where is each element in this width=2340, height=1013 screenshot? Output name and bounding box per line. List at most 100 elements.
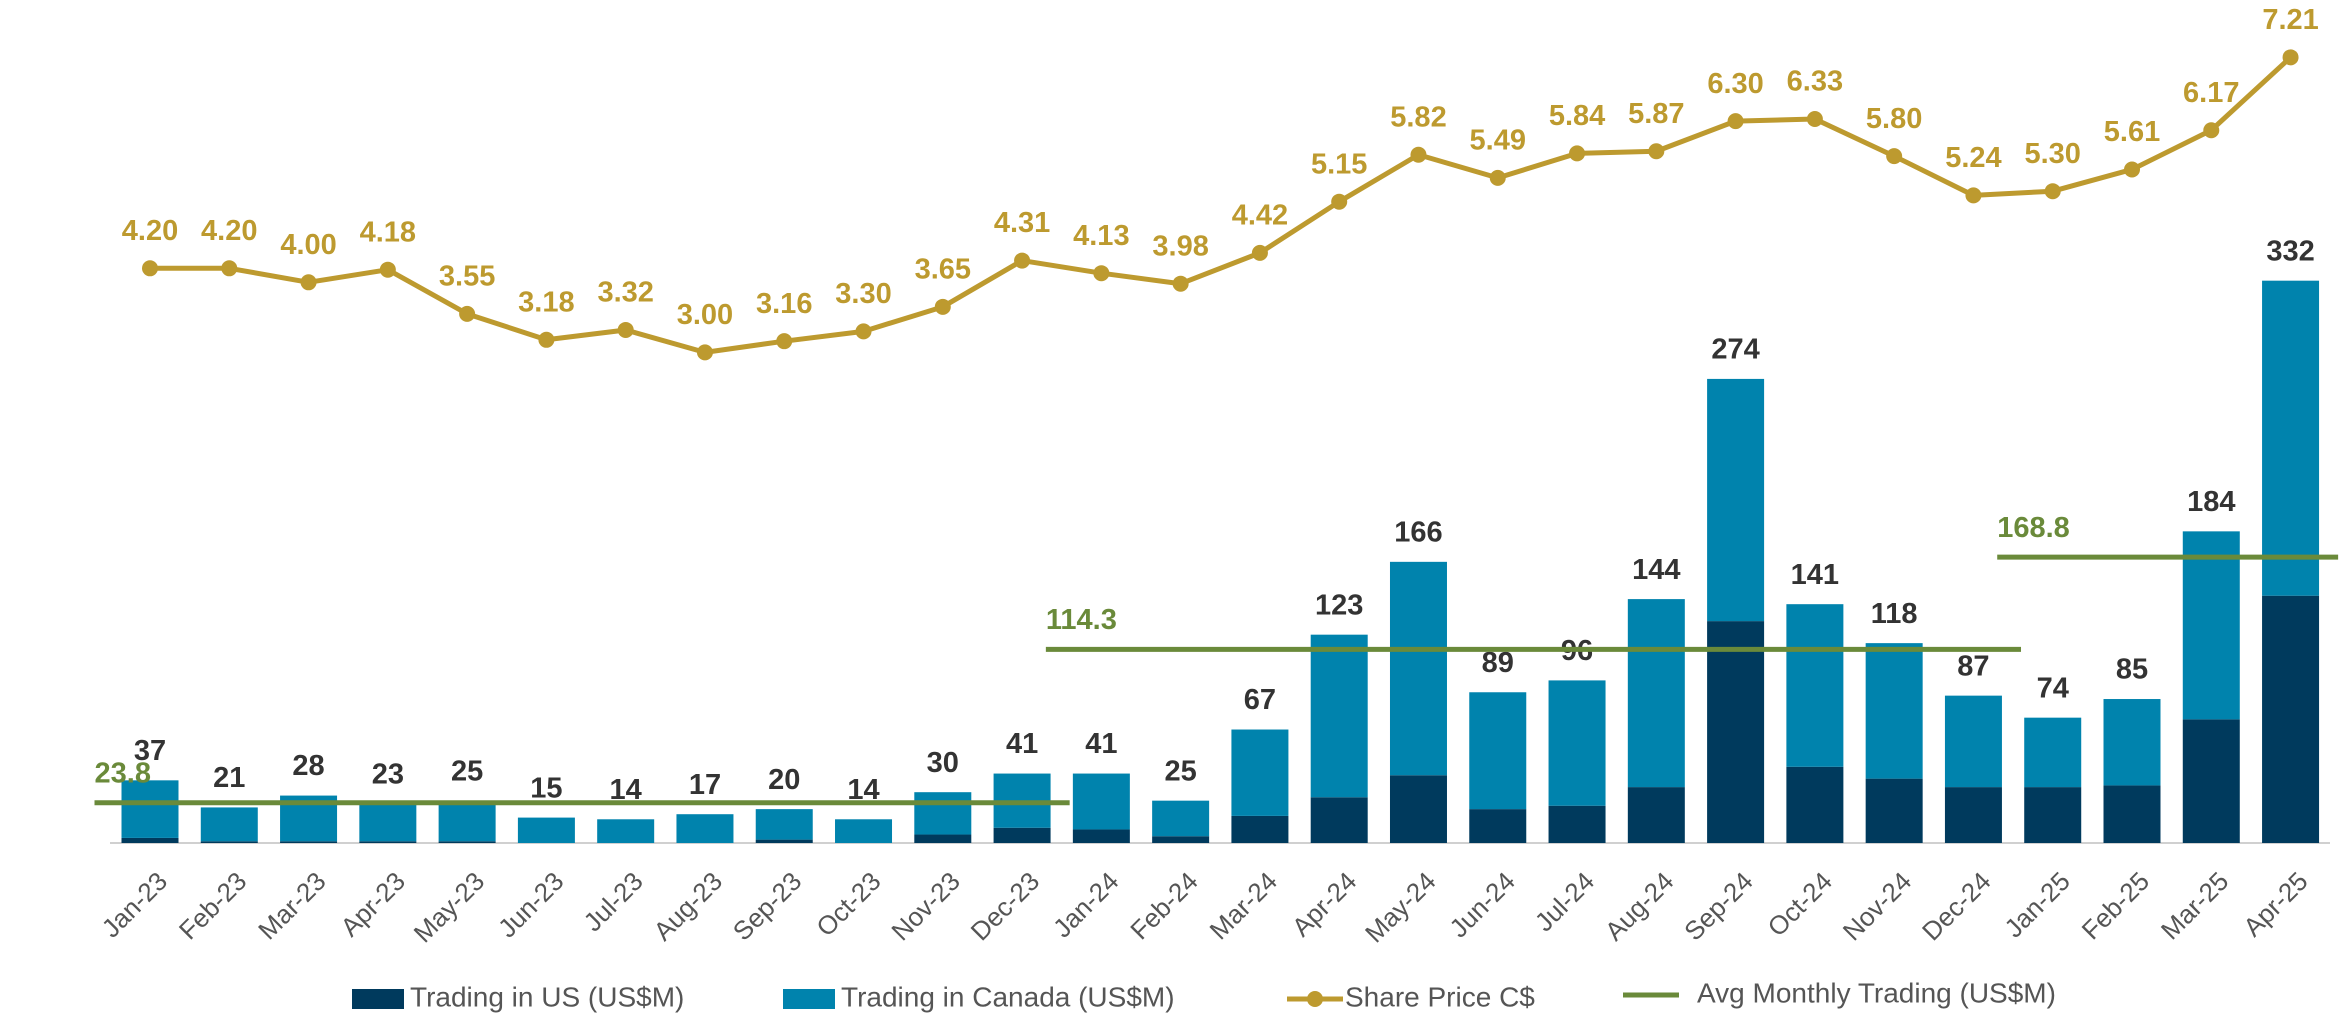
total-label: 332 <box>2266 235 2314 267</box>
bar <box>835 819 893 843</box>
bar <box>200 807 258 842</box>
bar <box>914 834 972 843</box>
total-label: 28 <box>292 750 324 782</box>
price-point <box>855 323 872 340</box>
price-point <box>300 274 317 291</box>
total-label: 67 <box>1244 684 1276 716</box>
bar <box>1707 621 1765 843</box>
price-label: 5.30 <box>2024 138 2080 170</box>
x-tick-label: Mar-23 <box>252 866 331 945</box>
total-label: 85 <box>2116 654 2148 686</box>
x-tick-label: Jun-23 <box>492 866 569 943</box>
x-tick-label: Jul-23 <box>577 866 648 937</box>
price-point <box>1331 193 1348 210</box>
bar <box>1072 773 1130 830</box>
price-point <box>776 333 793 350</box>
price-label: 6.33 <box>1787 66 1843 98</box>
bar <box>597 819 655 843</box>
bar <box>2024 717 2082 788</box>
bar <box>755 839 813 843</box>
price-point <box>1806 111 1823 128</box>
x-tick-label: May-24 <box>1359 866 1442 949</box>
bar <box>1627 787 1685 843</box>
x-tick-label: Feb-25 <box>2076 866 2155 945</box>
x-tick-label: Jan-24 <box>1047 866 1124 943</box>
total-label: 87 <box>1957 650 1989 682</box>
x-tick-label: Feb-23 <box>173 866 252 945</box>
x-tick-label: Nov-23 <box>885 866 965 946</box>
bar <box>993 827 1051 843</box>
bar <box>359 841 417 843</box>
bar <box>2182 719 2240 843</box>
x-tick-label: Apr-24 <box>1286 866 1362 942</box>
bar <box>914 792 972 835</box>
bar <box>1389 775 1447 843</box>
price-point <box>1886 148 1903 165</box>
x-tick-label: Jul-24 <box>1529 866 1600 937</box>
x-tick-label: Sep-24 <box>1678 866 1758 946</box>
x-tick-label: Jan-25 <box>1998 866 2075 943</box>
price-label: 5.84 <box>1549 100 1605 132</box>
legend-label: Share Price C$ <box>1345 981 1535 1012</box>
x-tick-label: Sep-23 <box>727 866 807 946</box>
x-tick-label: Mar-25 <box>2155 866 2234 945</box>
price-label: 3.98 <box>1152 230 1208 262</box>
bar <box>1469 692 1527 810</box>
total-label: 37 <box>134 735 166 767</box>
total-label: 20 <box>768 764 800 796</box>
x-tick-label: Apr-23 <box>335 866 411 942</box>
price-point <box>2203 122 2220 139</box>
total-label: 17 <box>689 769 721 801</box>
total-label: 144 <box>1632 554 1680 586</box>
price-label: 5.61 <box>2104 116 2160 148</box>
total-label: 274 <box>1711 334 1759 366</box>
price-label: 4.00 <box>280 229 336 261</box>
price-point <box>379 261 396 278</box>
price-label: 3.55 <box>439 261 495 293</box>
price-label: 4.13 <box>1073 220 1129 252</box>
price-point <box>1093 265 1110 282</box>
x-tick-label: Apr-25 <box>2237 866 2313 942</box>
bar <box>121 837 179 843</box>
bar <box>676 814 734 843</box>
bar <box>438 800 496 842</box>
price-label: 6.17 <box>2183 77 2239 109</box>
price-point <box>1648 143 1665 160</box>
price-label: 5.49 <box>1470 125 1526 157</box>
price-point <box>538 331 555 348</box>
price-label: 7.21 <box>2262 4 2318 36</box>
x-tick-label: May-23 <box>408 866 491 949</box>
bar <box>1469 809 1527 843</box>
bar <box>2262 595 2320 843</box>
legend-label: Trading in US (US$M) <box>410 981 684 1012</box>
bar <box>1944 695 2002 788</box>
bar <box>517 817 575 843</box>
total-label: 41 <box>1085 728 1117 760</box>
x-tick-label: Aug-24 <box>1599 866 1679 946</box>
total-label: 184 <box>2187 486 2235 518</box>
x-tick-label: Aug-23 <box>648 866 728 946</box>
bar <box>1072 829 1130 843</box>
total-label: 141 <box>1791 559 1839 591</box>
price-point <box>1727 113 1744 130</box>
bar <box>1310 797 1368 843</box>
price-point <box>1251 244 1268 261</box>
price-label: 4.20 <box>201 215 257 247</box>
x-tick-label: Jun-24 <box>1443 866 1520 943</box>
price-point <box>617 321 634 338</box>
bar <box>2262 280 2320 596</box>
price-label: 3.00 <box>677 299 733 331</box>
x-tick-label: Mar-24 <box>1204 866 1283 945</box>
x-tick-label: Dec-23 <box>965 866 1045 946</box>
price-point <box>2124 161 2140 178</box>
bar <box>2024 787 2082 843</box>
bar <box>755 809 813 840</box>
bar <box>1231 729 1289 816</box>
bar <box>438 841 496 843</box>
total-label: 89 <box>1482 647 1514 679</box>
price-point <box>459 305 476 322</box>
price-label: 5.15 <box>1311 148 1367 180</box>
legend-swatch <box>352 989 404 1009</box>
bar <box>1627 599 1685 788</box>
